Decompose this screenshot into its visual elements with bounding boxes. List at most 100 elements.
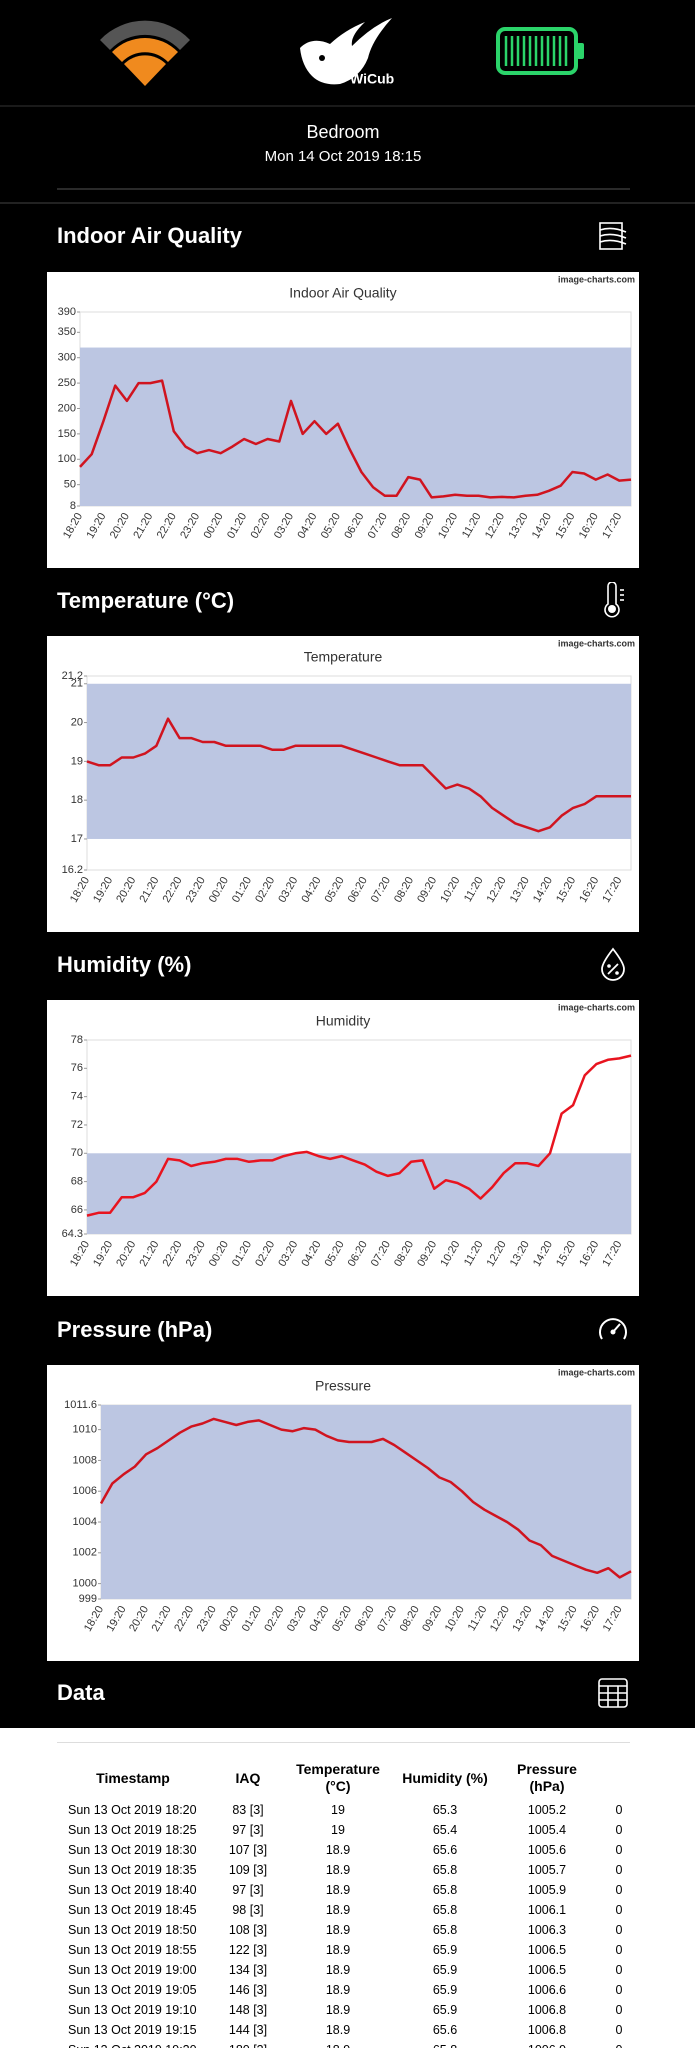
y-tick-label: 1006 xyxy=(73,1485,97,1497)
table-cell: 1006.5 xyxy=(527,1963,567,1977)
table-cell: 98 [3] xyxy=(232,1903,264,1917)
y-tick-label: 250 xyxy=(58,377,76,389)
column-header: Pressure (hPa) xyxy=(517,1761,577,1794)
table-row: Sun 13 Oct 2019 18:30 107 [3] 18.9 65.6 1005… xyxy=(60,1840,648,1860)
section-title: Temperature (°C) xyxy=(57,588,235,613)
x-tick-label: 15:20 xyxy=(554,875,578,905)
table-cell: Sun 13 Oct 2019 19:05 xyxy=(68,1983,197,1997)
x-tick-label: 12:20 xyxy=(483,511,507,541)
x-tick-label: 07:20 xyxy=(375,1604,399,1634)
chart-title: Humidity xyxy=(316,1013,370,1029)
range-band xyxy=(87,683,631,839)
y-tick-label: 20 xyxy=(71,716,83,728)
table-cell: 0 xyxy=(615,2003,623,2017)
x-tick-label: 09:20 xyxy=(413,511,437,541)
table-cell: 1006.1 xyxy=(527,1903,567,1917)
table-row: Sun 13 Oct 2019 18:45 98 [3] 18.9 65.8 1006.… xyxy=(60,1900,648,1920)
table-cell: 18.9 xyxy=(325,1903,351,1917)
y-tick-label: 19 xyxy=(71,755,83,767)
table-cell: Sun 13 Oct 2019 19:15 xyxy=(68,2023,197,2037)
table-cell: 107 [3] xyxy=(228,1843,268,1857)
x-tick-label: 02:20 xyxy=(253,875,277,905)
table-cell: 1006.8 xyxy=(527,2003,567,2017)
x-tick-label: 23:20 xyxy=(178,511,202,541)
chart-source: image-charts.com xyxy=(558,274,635,284)
x-tick-label: 14:20 xyxy=(531,1239,555,1269)
table-cell: 19 xyxy=(331,1823,345,1837)
table-cell: Sun 13 Oct 2019 19:10 xyxy=(68,2003,197,2017)
y-tick-label: 68 xyxy=(71,1176,83,1188)
table-cell: 65.8 xyxy=(432,1923,458,1937)
x-tick-label: 13:20 xyxy=(506,511,530,541)
table-cell: 1005.7 xyxy=(527,1863,567,1877)
table-cell: 18.9 xyxy=(325,1863,351,1877)
table-cell: 109 [3] xyxy=(228,1863,268,1877)
chart-title: Indoor Air Quality xyxy=(289,285,396,301)
x-tick-label: 00:20 xyxy=(202,511,226,541)
x-tick-label: 18:20 xyxy=(68,1239,92,1269)
table-cell: 1005.4 xyxy=(527,1823,567,1837)
x-tick-label: 11:20 xyxy=(460,511,484,540)
x-tick-label: 11:20 xyxy=(466,1604,490,1633)
brand: WiCub xyxy=(350,71,394,87)
x-tick-label: 10:20 xyxy=(436,511,460,541)
section-title: Humidity (%) xyxy=(57,952,192,977)
thermometer-icon xyxy=(604,582,624,618)
x-tick-label: 03:20 xyxy=(285,1604,309,1634)
table-row: Sun 13 Oct 2019 19:20180 [3]18.965.81006… xyxy=(60,2040,648,2048)
table-cell: 83 [3] xyxy=(232,1803,264,1817)
x-tick-label: 23:20 xyxy=(195,1604,219,1634)
x-tick-label: 20:20 xyxy=(127,1604,151,1634)
table-row: Sun 13 Oct 2019 19:00 134 [3] 18.9 65.9 1006… xyxy=(60,1960,648,1980)
x-tick-label: 03:20 xyxy=(276,1239,300,1269)
data-panel: Timestamp IAQ Temperature (°C) Humidity (%)… xyxy=(0,1728,695,2048)
x-tick-label: 05:20 xyxy=(323,1239,347,1269)
x-tick-label: 21:20 xyxy=(150,1604,174,1634)
section-title: Indoor Air Quality xyxy=(57,223,242,248)
x-tick-label: 13:20 xyxy=(508,1239,532,1269)
x-tick-label: 17:20 xyxy=(600,875,624,905)
x-tick-label: 05:20 xyxy=(319,511,343,541)
x-tick-label: 19:20 xyxy=(91,1239,115,1269)
logo: WiCub xyxy=(300,18,394,87)
table-cell: Sun 13 Oct 2019 18:30 xyxy=(68,1843,197,1857)
table-cell: 0 xyxy=(590,2040,648,2048)
x-tick-label: 00:20 xyxy=(207,1239,231,1269)
y-tick-label: 76 xyxy=(71,1062,83,1074)
table-cell: 65.9 xyxy=(432,2003,458,2017)
x-tick-label: 01:20 xyxy=(240,1604,264,1634)
y-tick-label: 150 xyxy=(58,428,76,440)
table-cell: 0 xyxy=(615,1923,623,1937)
x-tick-label: 15:20 xyxy=(553,511,577,541)
chart-source: image-charts.com xyxy=(558,1367,635,1377)
x-tick-label: 21:20 xyxy=(137,875,161,905)
table-cell: 97 [3] xyxy=(232,1823,264,1837)
table-cell: 18.9 xyxy=(325,2023,351,2037)
column-header: Humidity (%) xyxy=(402,1769,488,1786)
table-cell: 0 xyxy=(615,1843,623,1857)
data-line xyxy=(86,717,631,833)
table-cell: 65.6 xyxy=(432,1843,458,1857)
x-tick-label: 11:20 xyxy=(462,1239,486,1268)
table-cell: 1005.9 xyxy=(527,1883,567,1897)
table-cell: 18.9 xyxy=(325,2003,351,2017)
x-tick-label: 06:20 xyxy=(346,875,370,905)
table-row: Sun 13 Oct 2019 19:10 148 [3] 18.9 65.9 1006… xyxy=(60,2000,648,2020)
chart-card: image-charts.com Temperature 16.2 17 18 19 20 2… xyxy=(47,636,639,932)
data-line xyxy=(86,1054,632,1217)
header: WiCub Bedroom Mon 14 Oct 2019 18:15 xyxy=(0,18,695,204)
table-cell: 18.9 xyxy=(325,1963,351,1977)
chart: image-charts.com Temperature 16.2 17 18 19 20 2… xyxy=(62,638,635,905)
y-tick-label: 1000 xyxy=(73,1578,97,1590)
range-band xyxy=(87,1153,631,1234)
x-tick-label: 11:20 xyxy=(462,875,486,904)
table-cell: 18.9 xyxy=(325,1923,351,1937)
x-tick-label: 23:20 xyxy=(184,1239,208,1269)
table-cell: Sun 13 Oct 2019 19:20 xyxy=(60,2040,206,2048)
column-header: Temperature (°C) xyxy=(296,1761,380,1794)
x-tick-label: 18:20 xyxy=(61,511,85,541)
chart: image-charts.com Indoor Air Quality 8 50 100… xyxy=(58,274,635,541)
x-tick-label: 07:20 xyxy=(369,1239,393,1269)
y-tick-label: 100 xyxy=(58,453,76,465)
